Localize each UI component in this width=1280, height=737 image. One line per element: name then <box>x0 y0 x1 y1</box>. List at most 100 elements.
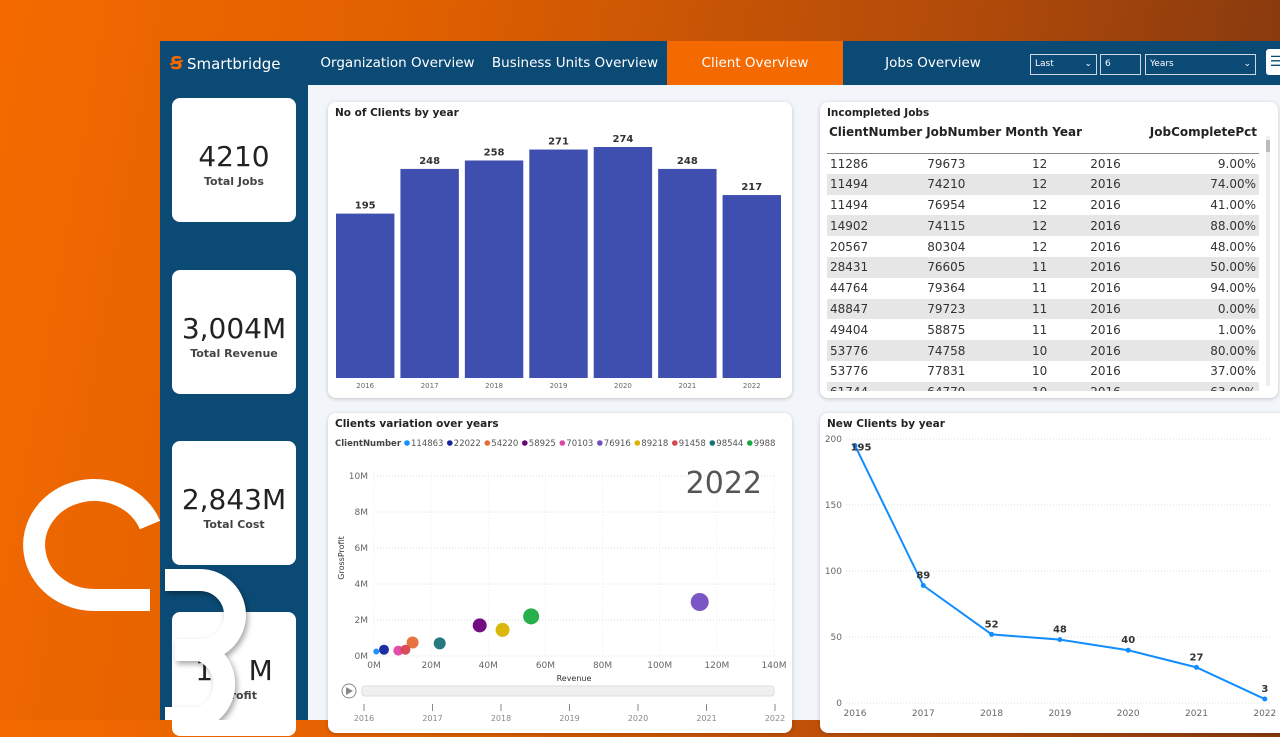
legend-item: 114863 <box>411 439 443 449</box>
table-cell: 94.00% <box>1210 281 1256 296</box>
x-tick-label: 2021 <box>1185 709 1208 719</box>
y-tick-label: 200 <box>825 435 842 445</box>
bar <box>658 168 717 378</box>
table-cell: 76954 <box>927 197 966 212</box>
table-row[interactable]: 11286 79673 12 2016 9.00% <box>827 153 1259 174</box>
incompleted-jobs-table: ClientNumber JobNumber Month Year JobComplet… <box>827 123 1259 391</box>
bar <box>464 160 524 378</box>
table-cell: 2016 <box>1090 156 1121 171</box>
logo-text: Smartbridge <box>186 54 281 73</box>
table-row[interactable]: 44764 79364 11 2016 94.00% <box>827 278 1259 299</box>
y-tick-label: 2M <box>355 616 369 626</box>
timeline-label: 2020 <box>628 714 648 723</box>
x-tick-label: 2020 <box>1117 709 1140 719</box>
logo: Ꞩ Smartbridge <box>170 53 280 74</box>
tab-jobs-overview[interactable]: Jobs Overview <box>885 55 981 71</box>
data-label: 40 <box>1121 635 1135 646</box>
table-cell: 2016 <box>1050 256 1141 278</box>
bar-chart-title: No of Clients by year <box>335 107 459 119</box>
bar <box>593 147 653 378</box>
count-input[interactable]: 6 <box>1100 54 1141 75</box>
table-row[interactable]: 53776 74758 10 2016 80.00% <box>827 340 1259 361</box>
table-row[interactable]: 11494 76954 12 2016 41.00% <box>827 195 1259 216</box>
scatter-chart: ClientNumber 114863 22022 54220 58925 70103 76… <box>335 439 786 723</box>
column-header[interactable]: Month <box>1003 123 1051 154</box>
legend-marker <box>404 440 410 446</box>
table-cell: 2016 <box>1050 340 1141 361</box>
legend-marker <box>522 440 528 446</box>
y-tick-label: 100 <box>825 567 842 577</box>
table-row[interactable]: 11494 74210 12 2016 74.00% <box>827 173 1259 195</box>
table-cell: 53776 <box>830 364 869 379</box>
column-header[interactable]: Year <box>1050 123 1141 154</box>
table-row[interactable]: 28431 76605 11 2016 50.00% <box>827 256 1259 278</box>
scatter-point <box>400 644 411 655</box>
data-label: 48 <box>1053 625 1067 636</box>
table-row[interactable]: 617446477910201663.00% <box>827 381 1259 391</box>
scrollbar[interactable] <box>1266 136 1270 386</box>
table-cell: 76605 <box>924 256 1004 278</box>
scatter-point <box>406 636 419 649</box>
table-row[interactable]: 20567 80304 12 2016 48.00% <box>827 236 1259 257</box>
y-tick-label: 6M <box>355 544 369 554</box>
table-row[interactable]: 48847 79723 11 2016 0.00% <box>827 298 1259 320</box>
table-cell: 48.00% <box>1210 239 1256 254</box>
table-cell: 12 <box>1031 239 1048 254</box>
column-header[interactable]: JobCompletePct <box>1140 123 1259 154</box>
unit-select[interactable]: Years ⌄ <box>1145 54 1256 75</box>
column-header[interactable]: ClientNumber <box>827 123 925 154</box>
chevron-down-icon: ⌄ <box>1084 59 1092 69</box>
legend-item: 70103 <box>566 439 593 449</box>
table-card: Incompleted Jobs ClientNumber JobNumber Mo… <box>820 102 1278 398</box>
x-tick-label: 2018 <box>980 709 1003 719</box>
table-cell: 2016 <box>1090 239 1121 254</box>
table-cell: 14902 <box>827 215 925 237</box>
table-row[interactable]: 53776 77831 10 2016 37.00% <box>827 361 1259 382</box>
table-cell: 58875 <box>927 322 966 337</box>
table-cell: 2016 <box>1050 381 1141 391</box>
data-label: 195 <box>851 443 872 454</box>
y-tick-label: 0 <box>836 699 842 709</box>
legend-item: 22022 <box>454 439 481 449</box>
filter-settings-icon[interactable]: ☰ <box>1266 49 1280 75</box>
x-tick-label: 2022 <box>743 382 761 390</box>
y-tick-label: 4M <box>355 580 369 590</box>
data-point <box>1125 647 1131 653</box>
legend-marker <box>634 440 641 446</box>
x-tick-label: 2017 <box>912 709 935 719</box>
chevron-down-icon: ⌄ <box>1243 59 1251 69</box>
table-cell: 49404 <box>830 322 869 337</box>
table-cell: 64779 <box>924 381 1004 391</box>
y-axis-label: GrossProfit <box>337 536 346 579</box>
bar <box>722 195 781 378</box>
legend-item: 91458 <box>679 439 706 449</box>
table-cell: 2016 <box>1090 281 1121 296</box>
x-tick-label: 2018 <box>485 382 503 390</box>
table-cell: 63.00% <box>1140 381 1259 391</box>
table-row[interactable]: 14902 74115 12 2016 88.00% <box>827 215 1259 237</box>
timeline-slider <box>361 685 775 697</box>
tab-client-overview[interactable]: Client Overview <box>667 41 843 85</box>
scatter-point <box>433 637 446 650</box>
table-cell: 2016 <box>1090 322 1121 337</box>
table-cell: 79723 <box>924 298 1004 320</box>
table-cell: 74.00% <box>1140 173 1259 195</box>
legend-item: 9988 <box>754 439 776 449</box>
x-tick-label: 2022 <box>1253 709 1276 719</box>
y-tick-label: 10M <box>349 472 368 482</box>
header: Ꞩ Smartbridge Organization Overview Busin… <box>160 41 1280 85</box>
table-row[interactable]: 49404 58875 11 2016 1.00% <box>827 319 1259 340</box>
table-cell: 9.00% <box>1217 156 1256 171</box>
period-select[interactable]: Last ⌄ <box>1030 54 1097 75</box>
tab-organization-overview[interactable]: Organization Overview <box>320 55 475 71</box>
timeline-label: 2021 <box>696 714 716 723</box>
table-cell: 12 <box>1031 156 1048 171</box>
data-point <box>989 631 995 637</box>
bar-value-label: 274 <box>612 134 633 145</box>
column-header[interactable]: JobNumber <box>924 123 1004 154</box>
table-cell: 20567 <box>830 239 869 254</box>
tab-business-units-overview[interactable]: Business Units Overview <box>491 55 659 71</box>
legend-marker <box>672 440 678 446</box>
scatter-point <box>379 644 389 655</box>
x-tick-label: 40M <box>479 661 498 671</box>
